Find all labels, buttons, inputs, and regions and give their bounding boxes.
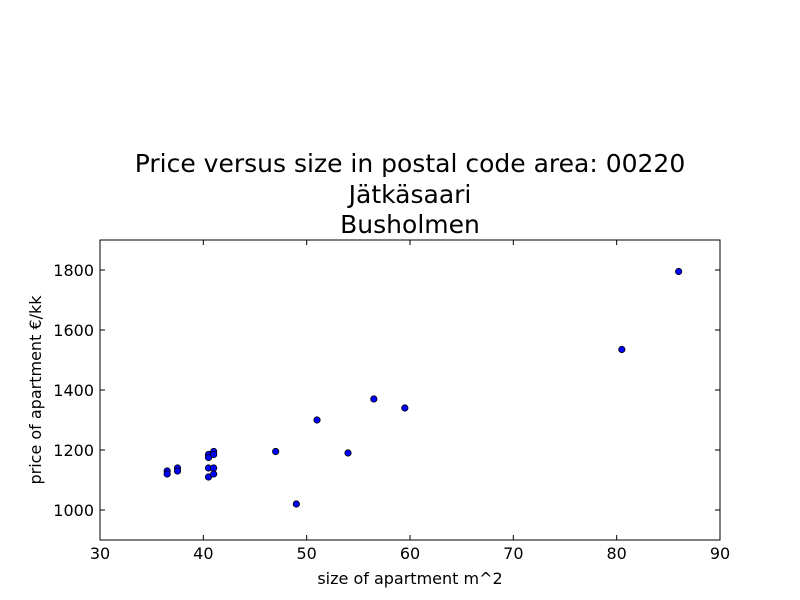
y-tick-label: 1400: [53, 381, 94, 400]
data-point: [370, 395, 378, 403]
x-axis-label: size of apartment m^2: [317, 569, 502, 588]
x-tick-label: 40: [193, 544, 213, 563]
data-point: [210, 450, 218, 459]
plot-area-frame: [99, 239, 721, 541]
x-tick-label: 30: [90, 544, 110, 563]
data-point: [618, 345, 626, 354]
data-point: [401, 404, 409, 412]
y-tick-label: 1800: [53, 261, 94, 280]
data-point: [292, 500, 300, 508]
data-point: [163, 470, 171, 478]
data-point: [173, 467, 182, 475]
data-point: [344, 449, 352, 457]
x-tick-label: 60: [400, 544, 420, 563]
chart-title-line-3: Busholmen: [340, 210, 480, 239]
x-tick-label: 70: [503, 544, 523, 563]
data-point: [210, 464, 218, 472]
y-axis-label: price of apartment €/kk: [26, 295, 45, 485]
x-tick-label: 50: [296, 544, 316, 563]
data-point: [210, 470, 218, 478]
x-tick-label: 80: [606, 544, 626, 563]
data-point: [675, 267, 683, 276]
x-tick-label: 90: [710, 544, 730, 563]
chart-title-line-2: Jätkäsaari: [347, 180, 472, 209]
y-tick-label: 1600: [53, 321, 94, 340]
data-point: [272, 447, 280, 456]
y-tick-label: 1000: [53, 501, 94, 520]
y-tick-label: 1200: [53, 441, 94, 460]
data-point: [313, 416, 321, 424]
data-points: [163, 267, 683, 508]
chart-title-line-1: Price versus size in postal code area: 0…: [135, 149, 685, 178]
